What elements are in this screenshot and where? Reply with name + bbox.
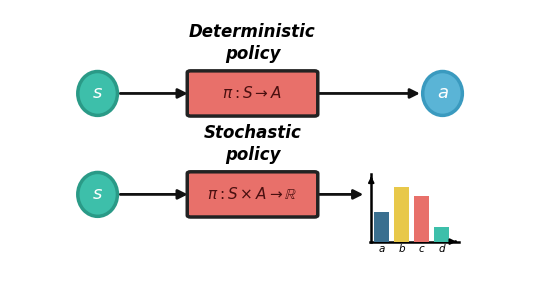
Text: $\pi : S \rightarrow A$: $\pi : S \rightarrow A$ [222, 86, 282, 101]
Text: $s$: $s$ [92, 84, 103, 102]
FancyBboxPatch shape [187, 71, 318, 116]
Text: $s$: $s$ [92, 186, 103, 203]
Text: Stochastic
policy: Stochastic policy [204, 124, 302, 164]
FancyBboxPatch shape [187, 172, 318, 217]
Text: Deterministic
policy: Deterministic policy [189, 23, 316, 63]
Text: $\pi : S \times A \rightarrow \mathbb{R}$: $\pi : S \times A \rightarrow \mathbb{R}… [207, 186, 297, 202]
Ellipse shape [423, 72, 462, 115]
Text: $a$: $a$ [437, 84, 448, 102]
Ellipse shape [78, 72, 117, 115]
Ellipse shape [78, 172, 117, 216]
